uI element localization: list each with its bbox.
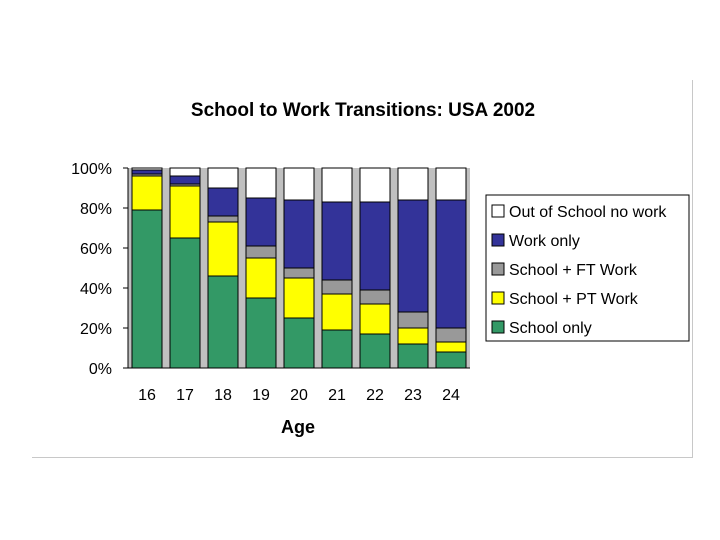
bars [131, 167, 467, 369]
legend-swatch [491, 262, 505, 276]
y-tick-label: 80% [80, 201, 112, 218]
bar-23-segment-1 [397, 343, 429, 369]
bar-18-segment-1 [207, 275, 239, 369]
x-tick-label: 17 [176, 387, 194, 404]
bar-18-segment-4 [207, 187, 239, 217]
bar-24-segment-4 [435, 199, 467, 329]
legend-swatch [491, 233, 505, 247]
bar-24-segment-1 [435, 351, 467, 369]
y-tick-label: 20% [80, 321, 112, 338]
bar-24-segment-3 [435, 327, 467, 343]
bar-23-segment-4 [397, 199, 429, 313]
bar-16-segment-2 [131, 175, 163, 211]
x-ticks: 16 17 18 19 20 21 22 23 24 [138, 387, 460, 404]
y-tick-label: 100% [71, 161, 112, 178]
legend-swatch [491, 320, 505, 334]
x-tick-label: 16 [138, 387, 156, 404]
bar-18-segment-2 [207, 221, 239, 277]
y-tick-label: 60% [80, 241, 112, 258]
bar-23-segment-3 [397, 311, 429, 329]
legend-label: School + FT Work [509, 262, 638, 279]
bar-19-segment-2 [245, 257, 277, 299]
bar-17-segment-5 [169, 167, 201, 177]
bar-20-segment-3 [283, 267, 315, 279]
bar-19-segment-4 [245, 197, 277, 247]
x-tick-label: 24 [442, 387, 460, 404]
legend-label: School + PT Work [509, 291, 639, 308]
bar-21-segment-3 [321, 279, 353, 295]
bar-16-segment-1 [131, 209, 163, 369]
bar-20-segment-2 [283, 277, 315, 319]
bar-24-segment-2 [435, 341, 467, 353]
bar-17-segment-2 [169, 185, 201, 239]
bar-19-segment-5 [245, 167, 277, 199]
x-tick-label: 22 [366, 387, 384, 404]
bar-16-segment-4 [131, 169, 163, 175]
bar-22-segment-2 [359, 303, 391, 335]
chart-title: School to Work Transitions: USA 2002 [191, 100, 535, 121]
bar-18-segment-5 [207, 167, 239, 189]
bar-22-segment-4 [359, 201, 391, 291]
bar-21-segment-4 [321, 201, 353, 281]
legend-items: Out of School no work Work only School + F… [491, 204, 667, 337]
legend: Out of School no work Work only School + F… [485, 194, 690, 342]
y-tick-label: 40% [80, 281, 112, 298]
bar-22-segment-1 [359, 333, 391, 369]
legend-swatch [491, 204, 505, 218]
bar-19-segment-3 [245, 245, 277, 259]
y-tick-label: 0% [89, 361, 112, 378]
bar-21-segment-2 [321, 293, 353, 331]
bar-20-segment-4 [283, 199, 315, 269]
legend-label: Work only [509, 233, 580, 250]
bar-18-segment-3 [207, 215, 239, 223]
bar-21-segment-5 [321, 167, 353, 203]
bar-24-segment-5 [435, 167, 467, 201]
legend-swatch [491, 291, 505, 305]
legend-label: School only [509, 320, 592, 337]
x-tick-label: 21 [328, 387, 346, 404]
bar-20-segment-1 [283, 317, 315, 369]
legend-label: Out of School no work [509, 204, 667, 221]
legend-box [485, 194, 690, 342]
x-tick-label: 23 [404, 387, 422, 404]
bar-22-segment-3 [359, 289, 391, 305]
x-tick-label: 20 [290, 387, 308, 404]
bar-22-segment-5 [359, 167, 391, 203]
bar-17-segment-4 [169, 175, 201, 185]
bar-16-segment-5 [131, 167, 163, 171]
x-axis-label: Age [281, 417, 315, 437]
bar-19-segment-1 [245, 297, 277, 369]
x-tick-label: 19 [252, 387, 270, 404]
bar-17-segment-1 [169, 237, 201, 369]
y-ticks: 0% 20% 40% 60% 80% 100% [71, 161, 128, 378]
bar-21-segment-1 [321, 329, 353, 369]
bar-20-segment-5 [283, 167, 315, 201]
bar-23-segment-5 [397, 167, 429, 201]
bar-23-segment-2 [397, 327, 429, 345]
x-tick-label: 18 [214, 387, 232, 404]
